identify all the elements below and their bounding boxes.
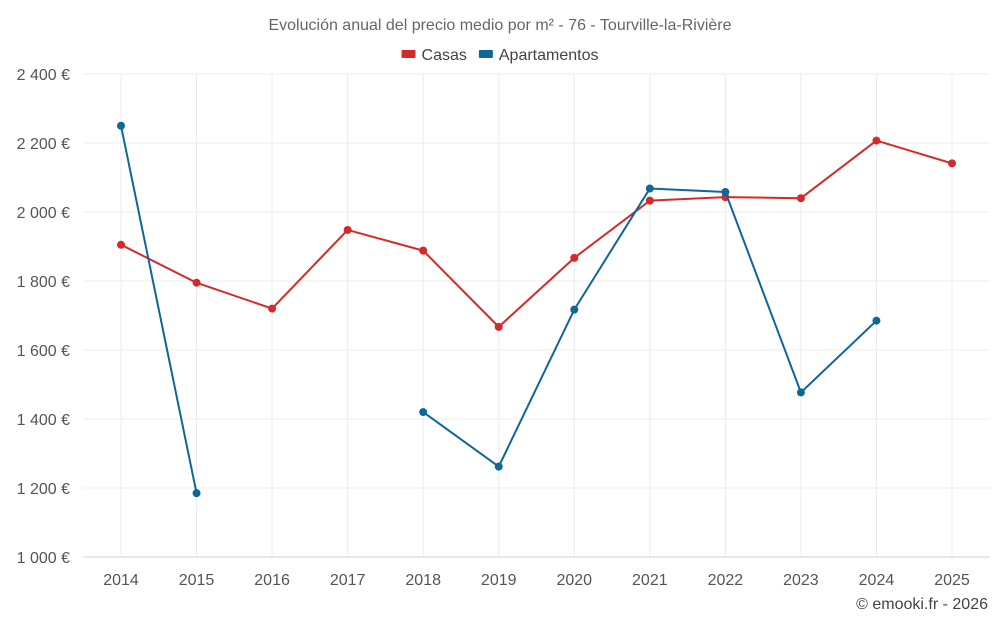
legend-swatch: [478, 50, 493, 58]
data-point-apartamentos[interactable]: [872, 316, 881, 325]
data-point-apartamentos[interactable]: [796, 388, 805, 397]
legend-label: Casas: [422, 47, 467, 64]
data-point-casas[interactable]: [948, 159, 956, 168]
series-casas: [117, 136, 956, 331]
series-line-casas: [120, 139, 953, 328]
x-tick-label: 2015: [179, 572, 215, 589]
data-point-apartamentos[interactable]: [570, 305, 579, 314]
x-tick-label: 2025: [934, 572, 970, 589]
data-point-apartamentos[interactable]: [494, 462, 503, 471]
data-point-apartamentos[interactable]: [645, 184, 654, 193]
data-point-apartamentos[interactable]: [117, 121, 125, 130]
credit-text: © emooki.fr - 2026: [856, 596, 988, 613]
x-tick-label: 2019: [481, 572, 517, 589]
legend-item-apartamentos[interactable]: Apartamentos: [478, 47, 599, 64]
x-tick-label: 2018: [405, 572, 441, 589]
y-tick-label: 1 200 €: [17, 481, 70, 498]
data-point-casas[interactable]: [419, 246, 428, 255]
data-point-casas[interactable]: [645, 196, 654, 205]
legend-label: Apartamentos: [499, 47, 599, 64]
legend-swatch: [401, 50, 416, 58]
data-point-apartamentos[interactable]: [419, 408, 428, 417]
x-gridlines: [120, 74, 953, 557]
x-tick-label: 2017: [330, 572, 366, 589]
y-tick-label: 2 400 €: [17, 67, 70, 84]
x-tick-label: 2014: [103, 572, 139, 589]
series-layer: [117, 121, 956, 498]
y-gridlines: [83, 73, 990, 489]
series-apartamentos: [117, 121, 881, 498]
y-tick-label: 1 400 €: [17, 412, 70, 429]
data-point-casas[interactable]: [117, 240, 125, 249]
legend[interactable]: Casas Apartamentos: [401, 47, 599, 64]
data-point-apartamentos[interactable]: [192, 489, 201, 498]
x-tick-label: 2022: [708, 572, 744, 589]
x-tick-label: 2023: [783, 572, 819, 589]
x-axis-tick-labels: 2014 2015 2016 2017 2018 2019 2020 2021 2022 2023…: [103, 572, 970, 589]
y-tick-label: 1 800 €: [17, 274, 70, 291]
y-tick-label: 1 600 €: [17, 343, 70, 360]
data-point-casas[interactable]: [192, 278, 201, 287]
data-point-casas[interactable]: [494, 322, 503, 331]
x-tick-label: 2016: [254, 572, 290, 589]
data-point-casas[interactable]: [796, 194, 805, 203]
data-point-casas[interactable]: [872, 136, 881, 145]
x-tick-label: 2021: [632, 572, 668, 589]
x-tick-label: 2024: [859, 572, 895, 589]
y-tick-label: 1 000 €: [17, 550, 70, 567]
x-tick-label: 2020: [556, 572, 592, 589]
data-point-casas[interactable]: [343, 225, 352, 234]
y-tick-label: 2 200 €: [17, 136, 70, 153]
chart-title: Evolución anual del precio medio por m² …: [268, 17, 731, 34]
data-point-casas[interactable]: [268, 304, 277, 313]
data-point-apartamentos[interactable]: [721, 187, 730, 196]
y-axis-tick-labels: 1 000 € 1 200 € 1 400 € 1 600 € 1 800 € 2 000…: [17, 67, 70, 567]
data-point-casas[interactable]: [570, 253, 579, 262]
y-tick-label: 2 000 €: [17, 205, 70, 222]
legend-item-casas[interactable]: Casas: [401, 47, 467, 64]
